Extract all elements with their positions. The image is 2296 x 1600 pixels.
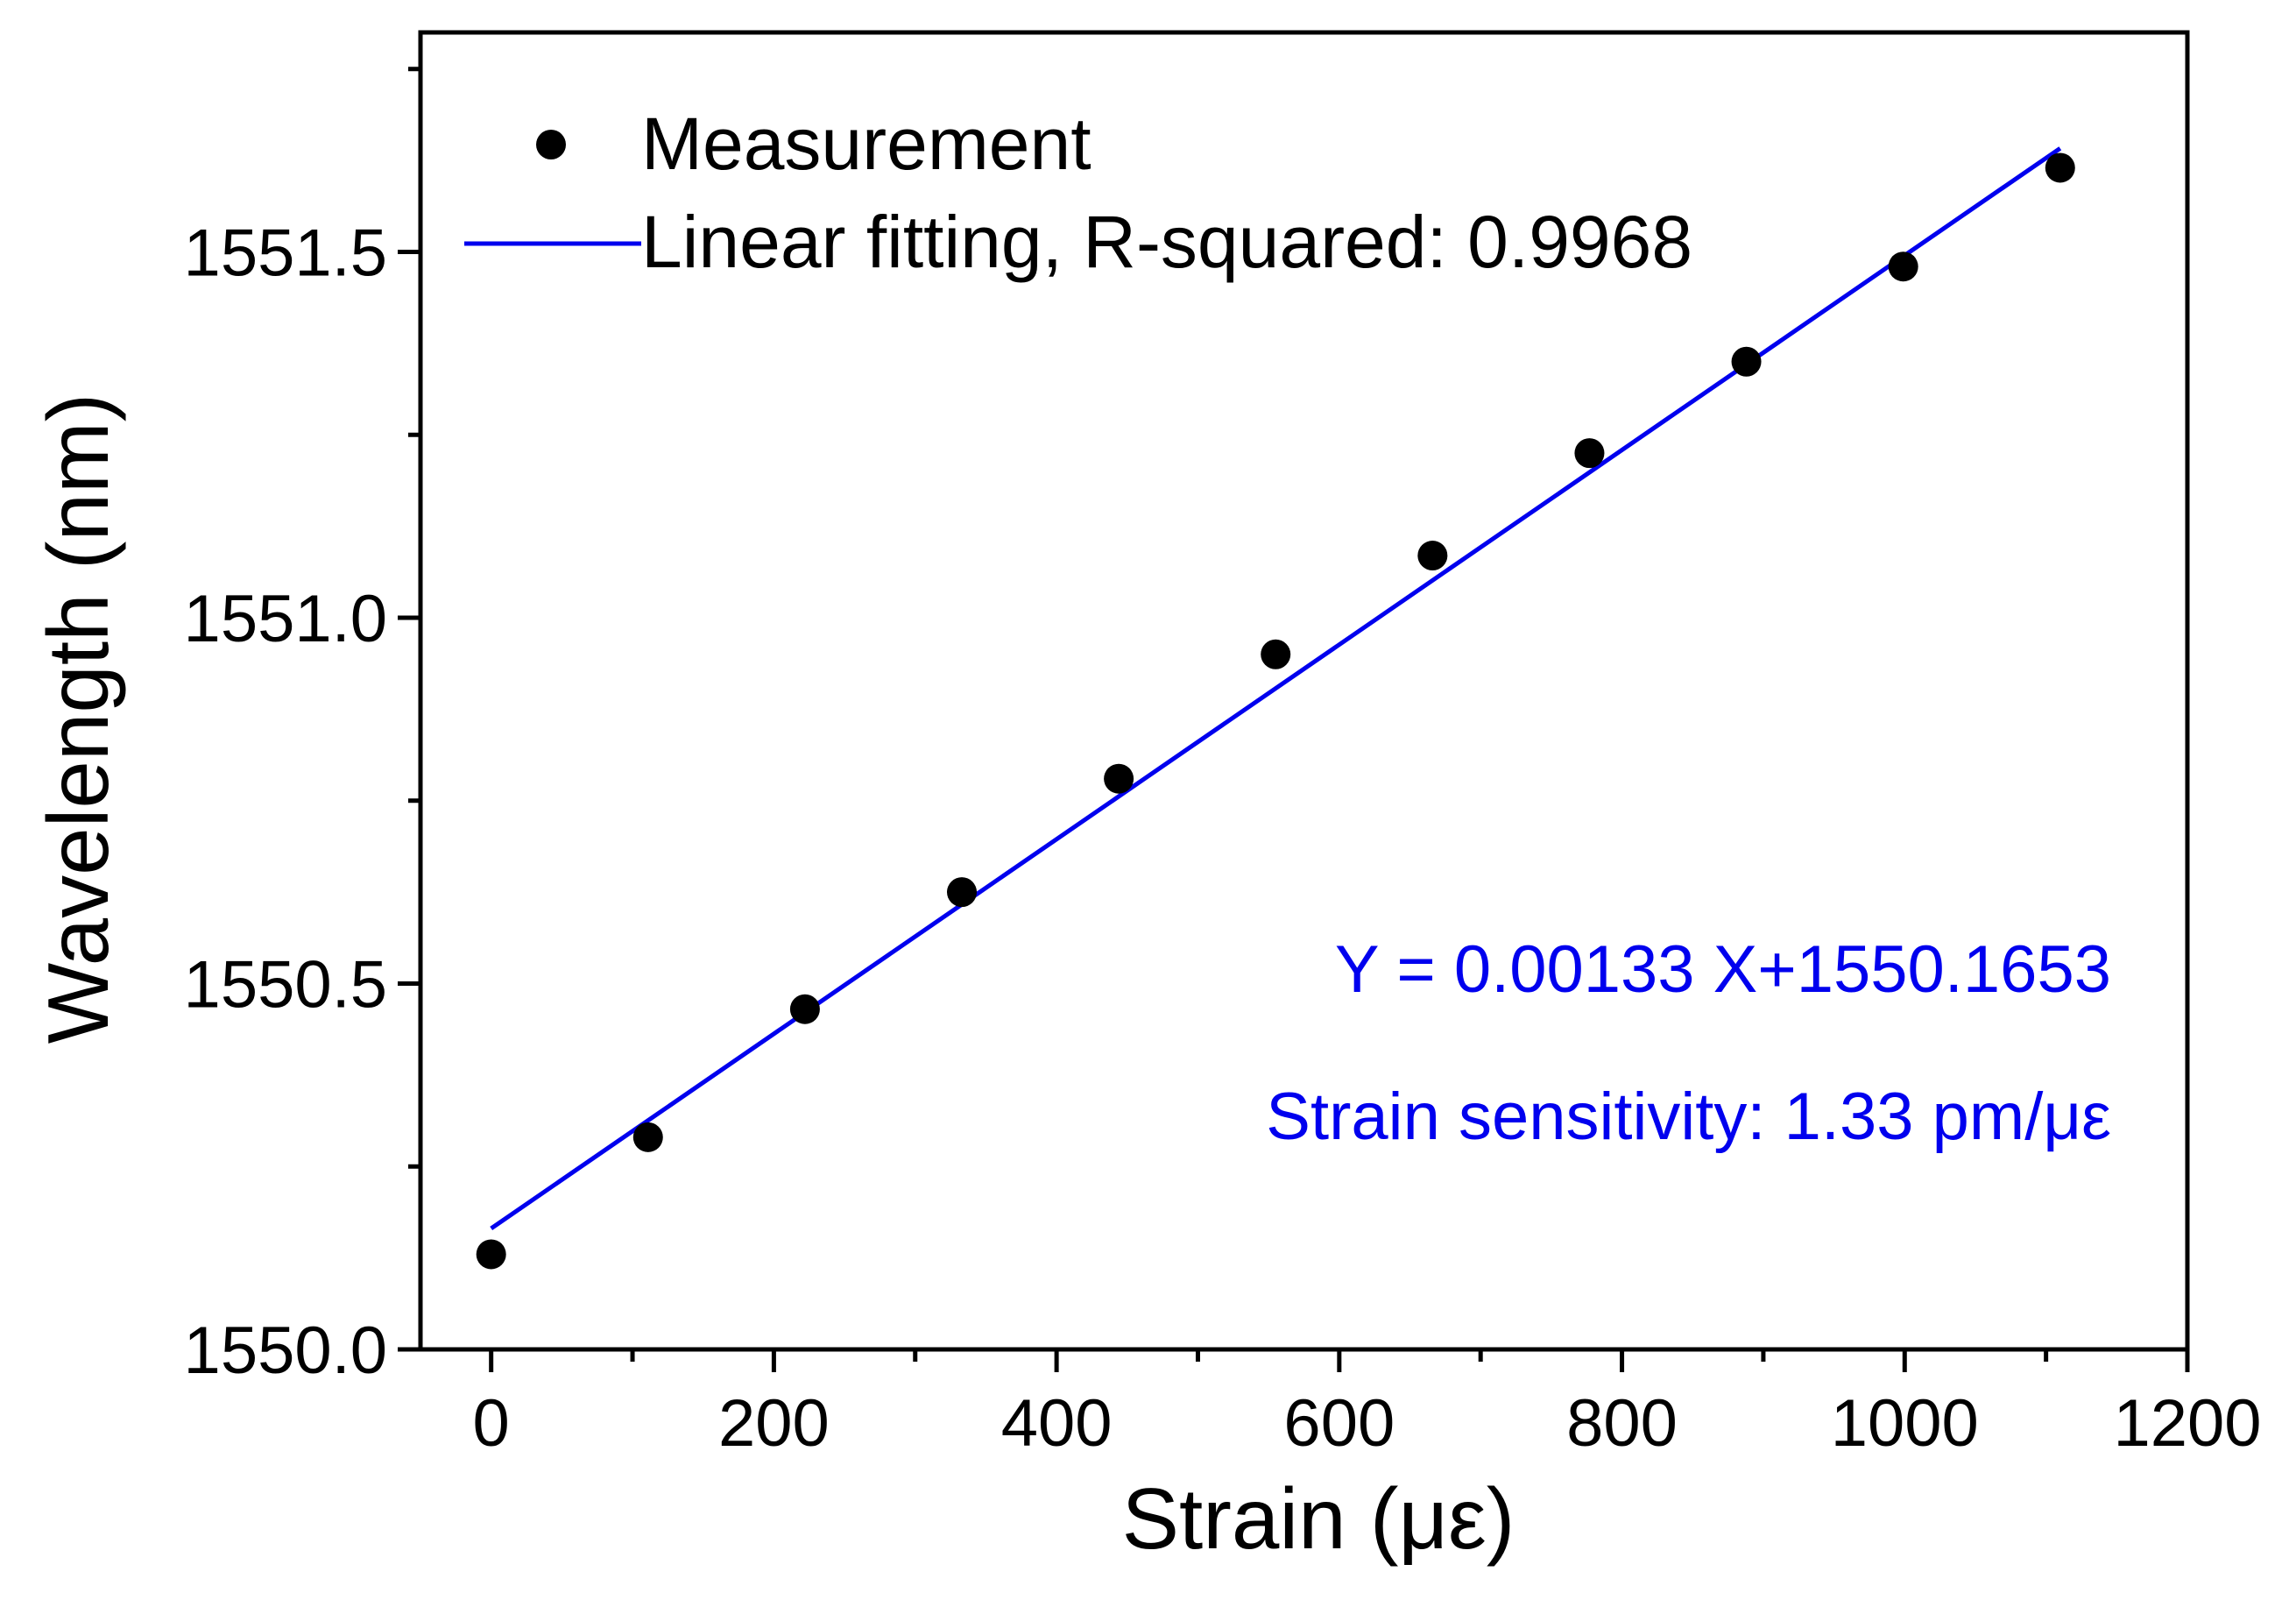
measurement-point — [1261, 639, 1291, 669]
measurement-point — [1731, 346, 1762, 377]
legend-measurement-label: Measurement — [641, 103, 1091, 185]
y-tick-label: 1550.5 — [184, 948, 387, 1023]
x-tick-label: 1200 — [2113, 1386, 2261, 1461]
measurement-point — [476, 1239, 506, 1270]
measurement-point — [789, 994, 820, 1024]
y-tick-label: 1550.0 — [184, 1313, 387, 1388]
x-tick-label: 0 — [473, 1386, 510, 1461]
x-tick-labels: 0 200 400 600 800 1000 1200 — [473, 1386, 2262, 1461]
fit-equation-annotation: Y = 0.00133 X+1550.1653 — [1335, 932, 2111, 1007]
measurement-point — [1888, 251, 1918, 282]
x-tick-label: 600 — [1283, 1386, 1395, 1461]
legend-measurement-marker — [536, 130, 566, 159]
measurement-point — [632, 1122, 663, 1152]
measurement-point — [1417, 541, 1448, 571]
major-ticks — [398, 250, 2190, 1372]
legend-fit-label: Linear fitting, R-squared: 0.9968 — [641, 201, 1692, 283]
measurement-point — [1104, 763, 1134, 794]
measurement-point — [947, 877, 978, 908]
plot-frame — [418, 30, 2190, 1352]
x-tick-label: 800 — [1566, 1386, 1678, 1461]
x-tick-label: 1000 — [1831, 1386, 1979, 1461]
data-points — [476, 152, 2075, 1270]
measurement-point — [1574, 438, 1605, 469]
x-tick-label: 400 — [1001, 1386, 1113, 1461]
y-axis-title: Wavelength (nm) — [30, 393, 126, 1044]
y-tick-label: 1551.5 — [184, 216, 387, 291]
y-tick-label: 1551.0 — [184, 582, 387, 656]
x-axis-title: Strain (με) — [1122, 1470, 1515, 1567]
x-tick-label: 200 — [718, 1386, 830, 1461]
strain-sensitivity-annotation: Strain sensitivity: 1.33 pm/με — [1266, 1080, 2111, 1154]
legend: Measurement Linear fitting, R-squared: 0… — [464, 103, 1692, 283]
fit-line — [490, 146, 2062, 1231]
y-tick-labels: 1550.0 1550.5 1551.0 1551.5 — [184, 216, 387, 1389]
measurement-point — [2045, 152, 2075, 183]
